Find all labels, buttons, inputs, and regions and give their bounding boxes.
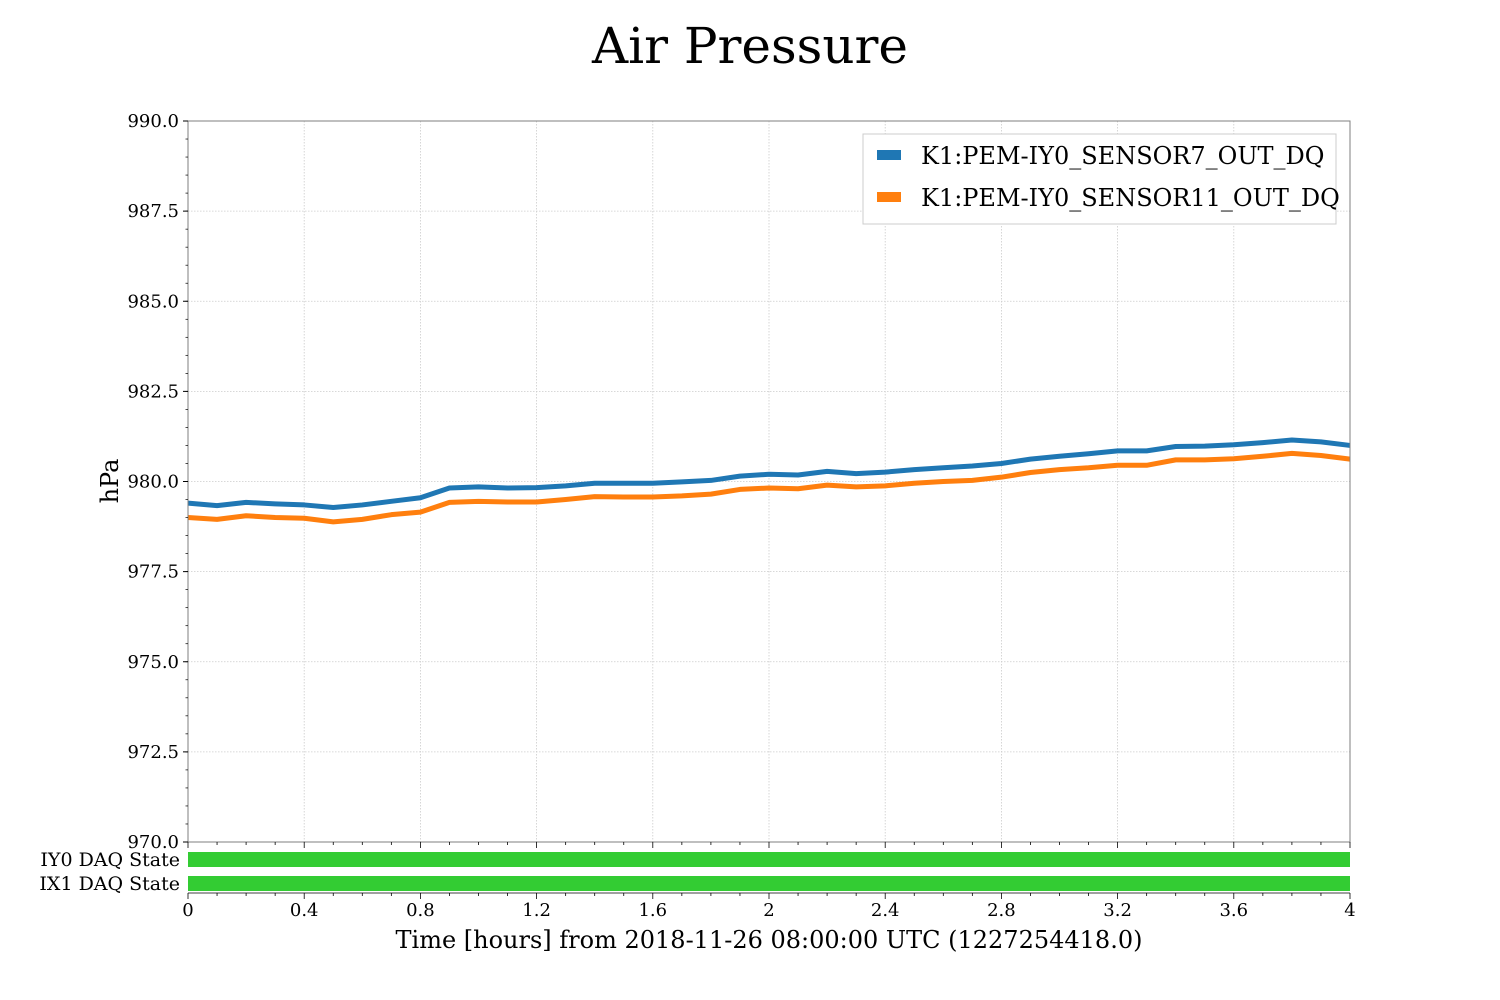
y-tick-label: 980.0 [127, 472, 179, 493]
series-line-0 [187, 437, 1351, 510]
legend-swatch-sensor11 [877, 192, 901, 202]
legend-box [862, 133, 1337, 225]
x-tick-label: 1.6 [638, 900, 667, 921]
x-tick-label: 0.4 [290, 900, 319, 921]
y-tick-label: 977.5 [127, 562, 179, 583]
state-bar-1 [188, 876, 1350, 891]
y-tick-label: 990.0 [127, 111, 179, 132]
x-tick-label: 1.2 [522, 900, 551, 921]
y-tick-label: 975.0 [127, 652, 179, 673]
y-tick-label: 970.0 [127, 832, 179, 853]
y-axis: 970.0 972.5 975.0 977.5 980.0 982.5 985.0 987.5… [127, 111, 188, 853]
series-line-1 [187, 450, 1351, 525]
legend: K1:PEM-IY0_SENSOR7_OUT_DQ K1:PEM-IY0_SEN… [862, 133, 1340, 225]
x-axis: 0 0.4 0.8 1.2 1.6 2 2.4 2.8 3.2 3.6 4 [182, 842, 1356, 921]
state-bar-label-0: IY0 DAQ State [40, 849, 180, 871]
state-bar-0 [188, 852, 1350, 867]
grid-layer [187, 120, 1351, 843]
x-tick-label: 2 [763, 900, 774, 921]
x-tick-label: 2.4 [871, 900, 900, 921]
legend-entry-sensor11: K1:PEM-IY0_SENSOR11_OUT_DQ [921, 184, 1340, 212]
x-tick-label: 2.8 [987, 900, 1016, 921]
x-tick-label: 0.8 [406, 900, 435, 921]
x-tick-label: 3.6 [1219, 900, 1248, 921]
x-tick-label: 0 [182, 900, 193, 921]
x-axis-label: Time [hours] from 2018-11-26 08:00:00 UT… [396, 926, 1143, 954]
y-tick-label: 985.0 [127, 291, 179, 312]
y-tick-label: 987.5 [127, 201, 179, 222]
chart-title: Air Pressure [591, 17, 908, 75]
legend-swatch-sensor7 [877, 150, 901, 160]
state-bar-label-1: IX1 DAQ State [39, 873, 180, 895]
legend-entry-sensor7: K1:PEM-IY0_SENSOR7_OUT_DQ [921, 142, 1324, 170]
x-tick-label: 4 [1344, 900, 1355, 921]
y-tick-label: 982.5 [127, 381, 179, 402]
y-axis-label: hPa [96, 459, 124, 504]
series-layer [187, 437, 1351, 525]
x-tick-label: 3.2 [1103, 900, 1132, 921]
y-tick-label: 972.5 [127, 742, 179, 763]
